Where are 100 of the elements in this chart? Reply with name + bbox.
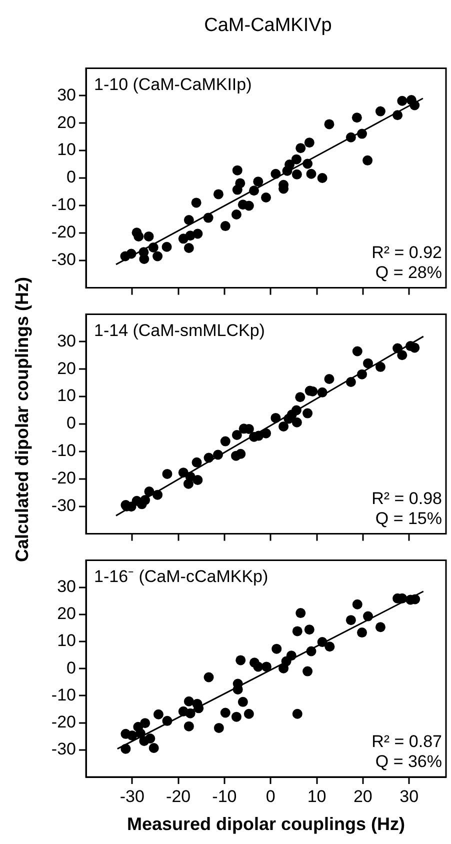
point [153, 709, 164, 720]
point [203, 212, 214, 223]
point [302, 666, 313, 676]
point [231, 712, 242, 722]
point [261, 662, 272, 672]
point [184, 696, 194, 706]
point [397, 350, 408, 360]
annotation: 1-14 (CaM-smMLCKp) [94, 321, 265, 340]
point [286, 650, 296, 661]
annotation: 1-16⁻ (CaM-cCaMKKp) [94, 567, 268, 586]
point [184, 721, 194, 732]
point [291, 154, 302, 164]
point [126, 248, 136, 259]
y-tick-label: 0 [66, 658, 76, 678]
point [375, 106, 386, 116]
point [324, 119, 334, 130]
y-tick-label: -20 [51, 468, 76, 488]
point [220, 221, 230, 232]
point [410, 100, 420, 110]
point [140, 718, 150, 728]
point [220, 436, 230, 446]
point [375, 622, 386, 632]
point [244, 708, 254, 719]
y-tick-label: -20 [51, 222, 76, 242]
point [324, 374, 334, 384]
point [292, 708, 302, 719]
point [214, 722, 224, 733]
point [304, 624, 314, 635]
point [375, 362, 386, 372]
point [317, 637, 328, 648]
point [362, 155, 373, 166]
point [317, 173, 328, 183]
point [236, 655, 246, 666]
annotation: R² = 0.98 [372, 488, 442, 508]
x-tick-label: -10 [212, 786, 237, 806]
point [249, 186, 259, 196]
y-tick-label: -10 [51, 441, 76, 460]
point [306, 646, 316, 656]
y-tick-label: 20 [57, 112, 76, 132]
point [397, 96, 408, 106]
point [184, 243, 194, 253]
point [296, 608, 306, 618]
point [346, 615, 356, 626]
point [302, 408, 313, 418]
annotation: Q = 15% [375, 508, 442, 528]
point [363, 611, 373, 622]
point [302, 158, 313, 169]
x-tick-label: 20 [353, 786, 372, 806]
y-tick-label: -10 [51, 195, 76, 214]
point [204, 672, 214, 682]
point [253, 176, 264, 187]
point [145, 734, 156, 744]
point [346, 377, 356, 387]
point [306, 168, 316, 179]
annotation: Q = 36% [375, 752, 442, 771]
point [192, 457, 202, 468]
point [204, 452, 214, 463]
point [213, 189, 224, 200]
point [352, 346, 362, 356]
x-tick-label: -30 [120, 786, 144, 806]
point [232, 165, 242, 176]
annotation: 1-10 (CaM-CaMKIIp) [94, 75, 252, 94]
y-tick-label: 10 [57, 140, 76, 160]
point [410, 342, 420, 353]
x-axis-title: Measured dipolar couplings (Hz) [126, 814, 406, 834]
point [317, 387, 328, 398]
point [185, 708, 196, 718]
point [291, 405, 302, 416]
point [292, 626, 302, 636]
point [135, 728, 146, 738]
point [352, 112, 362, 123]
point [244, 200, 254, 211]
point [292, 417, 302, 428]
point [270, 412, 281, 423]
y-tick-label: 20 [57, 358, 76, 378]
point [192, 475, 203, 485]
point [140, 495, 150, 506]
point [296, 143, 306, 154]
y-tick-label: 30 [57, 331, 76, 350]
annotation: Q = 28% [375, 262, 442, 282]
point [232, 430, 242, 440]
point [324, 642, 335, 652]
point [295, 392, 306, 402]
x-tick-label: 0 [266, 786, 276, 806]
point [261, 428, 271, 438]
y-tick-label: -10 [51, 685, 76, 704]
y-tick-label: -20 [51, 712, 76, 732]
point [162, 716, 172, 726]
point [213, 450, 223, 460]
y-tick-label: -30 [51, 250, 76, 270]
point [184, 215, 194, 225]
point [144, 486, 154, 497]
x-tick-label: -20 [166, 786, 191, 806]
point [162, 242, 172, 252]
point [191, 198, 202, 208]
point [292, 169, 302, 180]
point [152, 490, 163, 500]
point [144, 231, 154, 242]
point [162, 468, 172, 479]
point [148, 242, 158, 252]
